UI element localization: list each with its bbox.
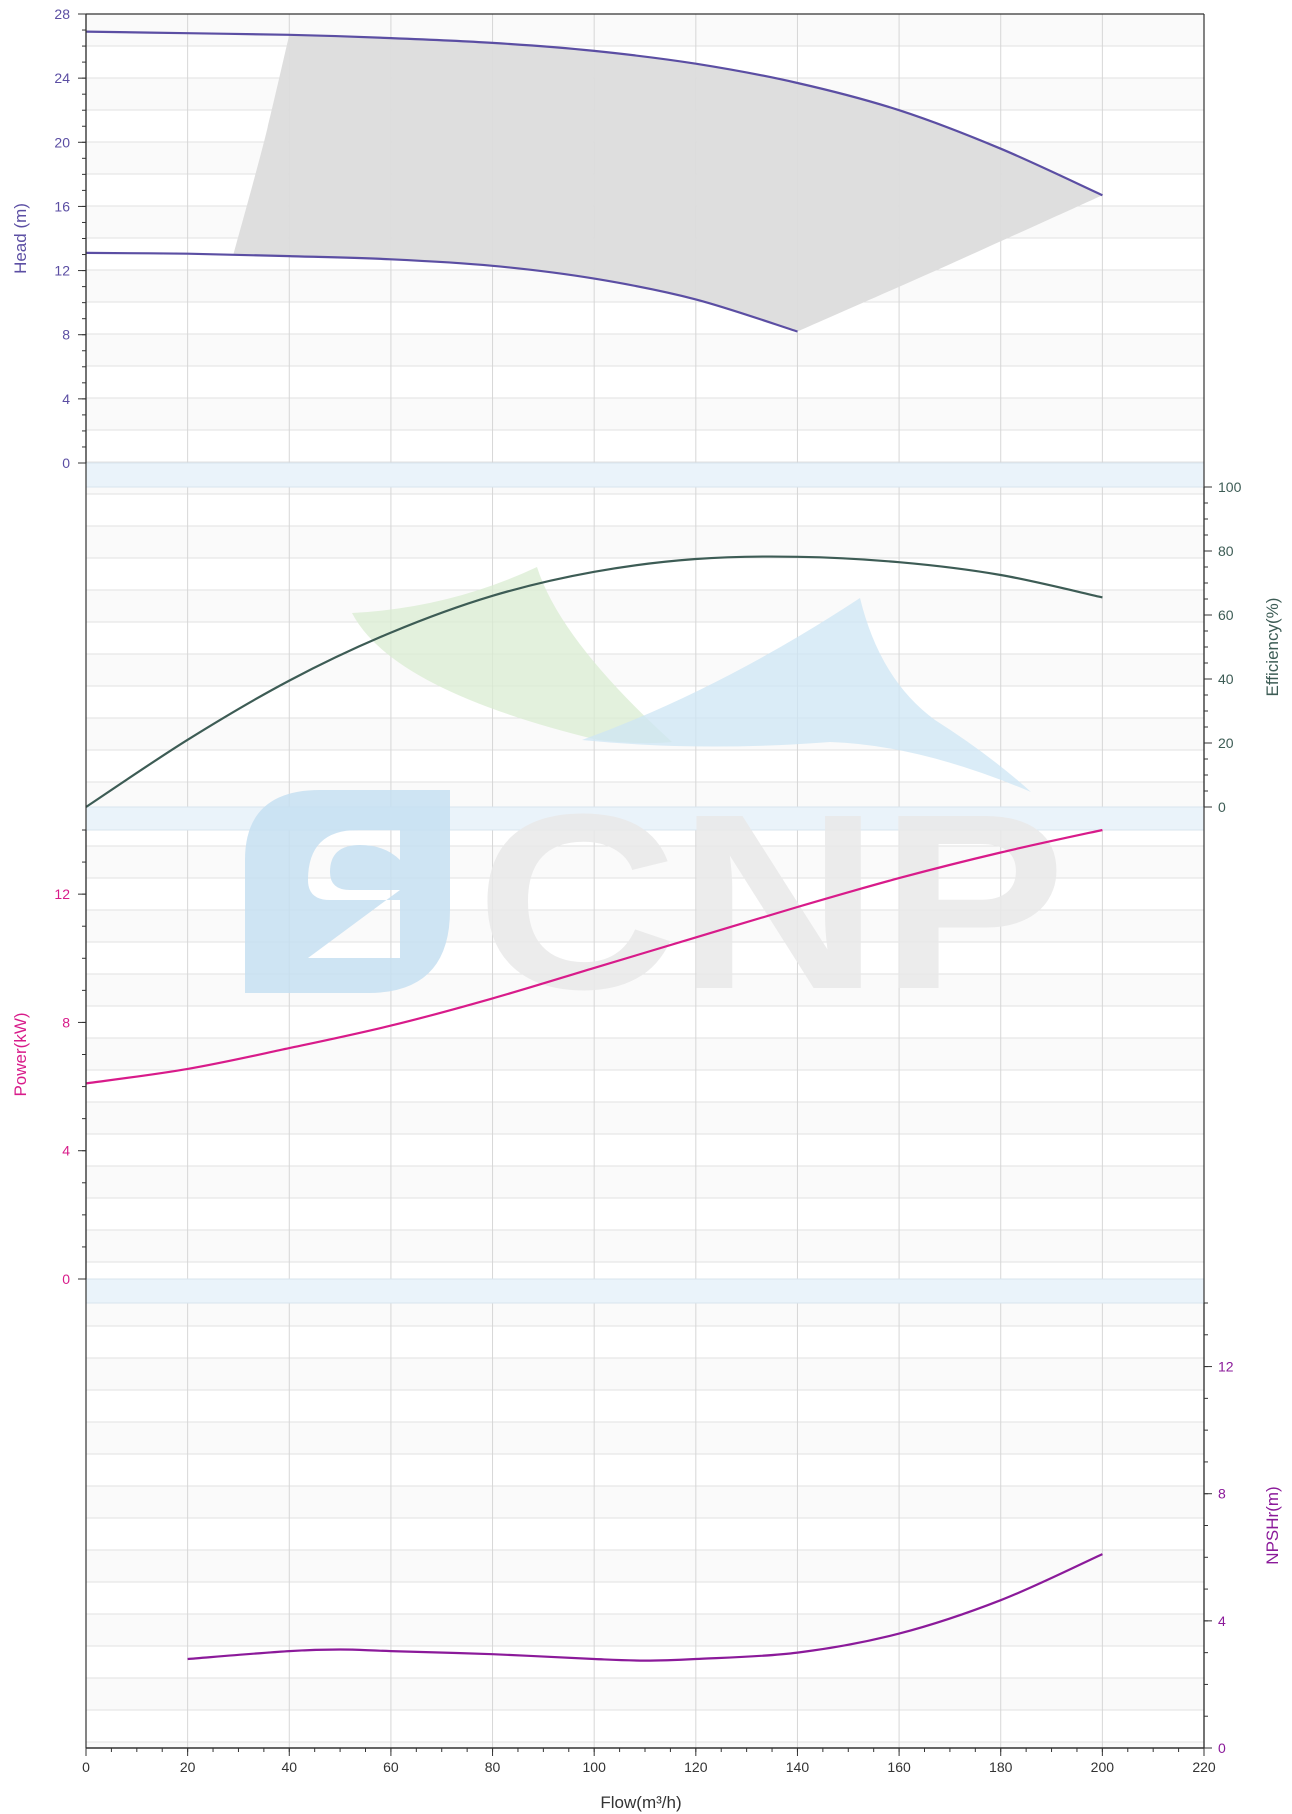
background-band [86,1550,1204,1582]
head-tick-label: 0 [62,455,70,471]
power-curve-1 [85,828,1103,1085]
background-band [86,1742,1204,1748]
power-tick-label: 12 [54,886,70,902]
watermark-green-leaf [352,567,672,744]
operating-region-shading [233,34,1103,332]
efficiency-curve-1 [85,555,1103,808]
operating-region [233,34,1103,332]
npshr-tick-label: 0 [1218,1740,1226,1756]
watermark-blue-leaf [582,598,1031,792]
performance-curves [85,30,1103,1662]
x-tick-label: 40 [281,1759,297,1775]
x-tick-label: 100 [583,1759,607,1775]
head-tick-label: 16 [54,198,70,214]
background-band [86,590,1204,622]
npshr-tick-label: 8 [1218,1486,1226,1502]
efficiency-tick-label: 100 [1218,479,1242,495]
efficiency-tick-label: 20 [1218,735,1234,751]
watermark-text: CNP [476,762,1066,1041]
x-tick-label: 20 [180,1759,196,1775]
npshr-tick-label: 4 [1218,1613,1226,1629]
power-tick-label: 4 [62,1143,70,1159]
x-tick-label: 120 [684,1759,708,1775]
x-tick-label: 200 [1091,1759,1115,1775]
background-band [86,1102,1204,1134]
background-band [86,1678,1204,1710]
background-band [86,1038,1204,1070]
background-band [86,1230,1204,1262]
watermark-blue-c-icon [245,790,450,993]
x-tick-label: 80 [485,1759,501,1775]
panel-separator [86,1279,1204,1303]
head-curve-1 [85,30,1103,197]
x-tick-label: 140 [786,1759,810,1775]
cnp-logo-watermark: CNP [245,567,1066,1041]
background-band [86,14,1204,46]
background-band [86,1614,1204,1646]
head-tick-label: 12 [54,263,70,279]
efficiency-tick-label: 80 [1218,543,1234,559]
head-tick-label: 4 [62,391,70,407]
head-tick-label: 20 [54,134,70,150]
efficiency-axis-title: Efficiency(%) [1263,598,1282,697]
x-tick-label: 60 [383,1759,399,1775]
efficiency-tick-label: 40 [1218,671,1234,687]
head-curve-2 [85,251,798,333]
background-band [86,1422,1204,1454]
background-band [86,398,1204,430]
x-tick-label: 220 [1192,1759,1216,1775]
panel-separator [86,463,1204,487]
x-tick-label: 160 [887,1759,911,1775]
x-tick-label: 0 [82,1759,90,1775]
head-tick-label: 8 [62,327,70,343]
efficiency-tick-label: 0 [1218,799,1226,815]
background-band [86,334,1204,366]
npshr-tick-label: 12 [1218,1359,1234,1375]
background-band [86,526,1204,558]
npshr-axis-title: NPSHr(m) [1263,1486,1282,1564]
efficiency-tick-label: 60 [1218,607,1234,623]
npshr-curve-1 [187,1553,1103,1662]
power-tick-label: 0 [62,1271,70,1287]
background-band [86,1358,1204,1390]
head-axis-title: Head (m) [11,203,30,274]
x-axis-title: Flow(m³/h) [600,1793,681,1812]
head-tick-label: 28 [54,6,70,22]
power-tick-label: 8 [62,1014,70,1030]
background-band [86,654,1204,686]
head-tick-label: 24 [54,70,70,86]
background-band [86,1166,1204,1198]
power-axis-title: Power(kW) [11,1012,30,1096]
x-tick-label: 180 [989,1759,1013,1775]
background-band [86,1486,1204,1518]
